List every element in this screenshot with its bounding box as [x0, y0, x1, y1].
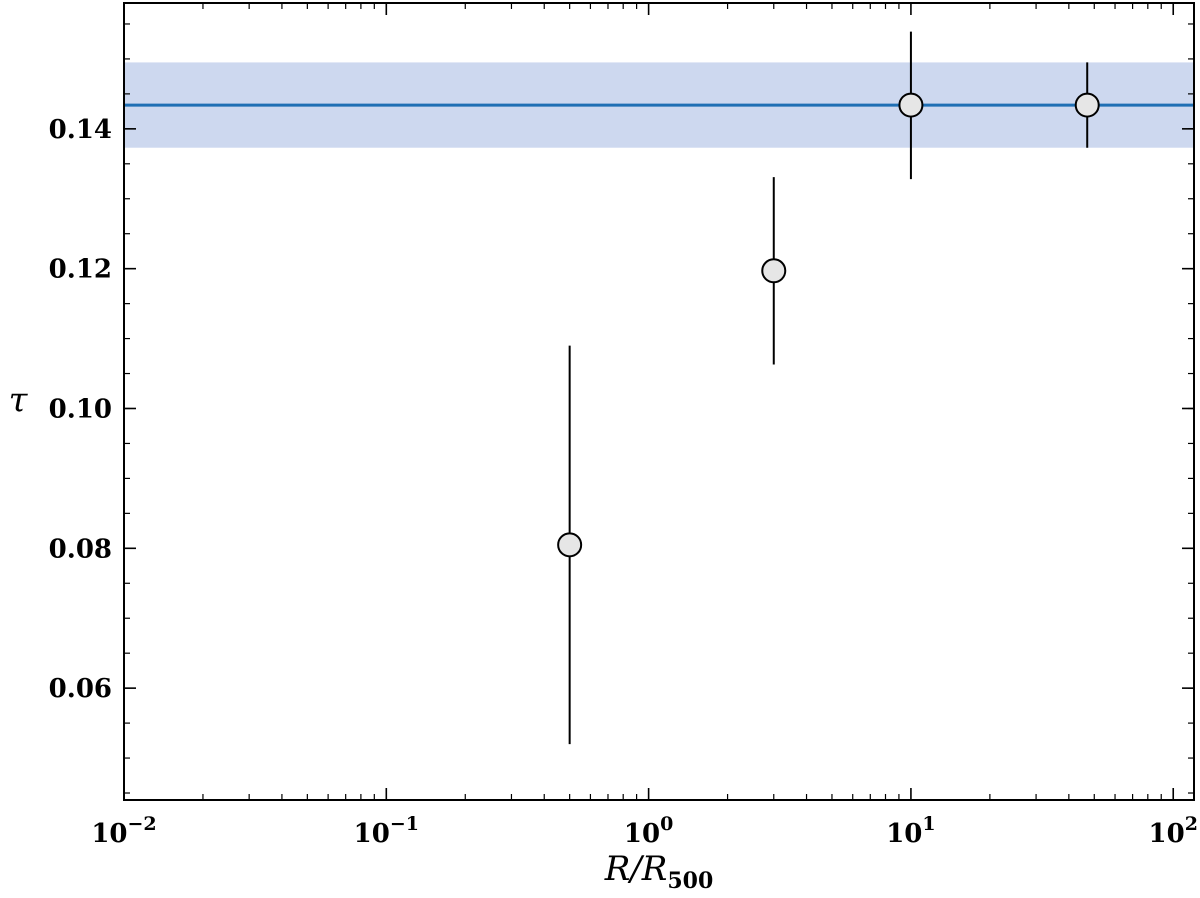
- x-tick-exp-3: 1: [922, 813, 935, 835]
- data-point-3: [1074, 92, 1100, 118]
- y-tick-label-1: 0.08: [49, 534, 112, 564]
- data-point-0: [557, 532, 583, 558]
- x-tick-base-3: 10: [886, 819, 922, 849]
- x-tick-exp-4: 2: [1185, 813, 1198, 835]
- plot-frame: [123, 2, 1195, 801]
- y-tick-label-3: 0.12: [49, 255, 112, 285]
- x-tick-label-0: 10−2: [91, 813, 156, 849]
- x-tick-labels: 10−2 10−1 100 101 102: [91, 813, 1198, 849]
- data-point-2: [898, 92, 924, 118]
- x-tick-label-4: 102: [1149, 813, 1198, 849]
- x-tick-exp-1: −1: [390, 813, 419, 835]
- x-tick-base-1: 10: [354, 819, 390, 849]
- x-tick-label-2: 100: [624, 813, 673, 849]
- y-tick-label-0: 0.06: [49, 674, 112, 704]
- x-tick-exp-0: −2: [128, 813, 157, 835]
- x-tick-label-1: 10−1: [354, 813, 419, 849]
- y-tick-label-2: 0.10: [49, 394, 112, 424]
- y-axis-label: τ: [9, 381, 29, 421]
- x-tick-base-4: 10: [1149, 819, 1185, 849]
- x-tick-base-0: 10: [91, 819, 127, 849]
- tick-layer: [123, 3, 1194, 800]
- y-tick-label-4: 0.14: [49, 115, 112, 145]
- x-tick-exp-2: 0: [660, 813, 673, 835]
- point-layer: [557, 92, 1100, 558]
- x-axis-label-main: R/R: [604, 849, 668, 889]
- x-axis-label: R/R500: [604, 849, 714, 894]
- y-tick-labels: 0.06 0.08 0.10 0.12 0.14: [49, 115, 112, 704]
- x-tick-base-2: 10: [624, 819, 660, 849]
- x-tick-label-3: 101: [886, 813, 935, 849]
- data-point-1: [761, 258, 787, 284]
- x-axis-label-sub: 500: [667, 868, 713, 894]
